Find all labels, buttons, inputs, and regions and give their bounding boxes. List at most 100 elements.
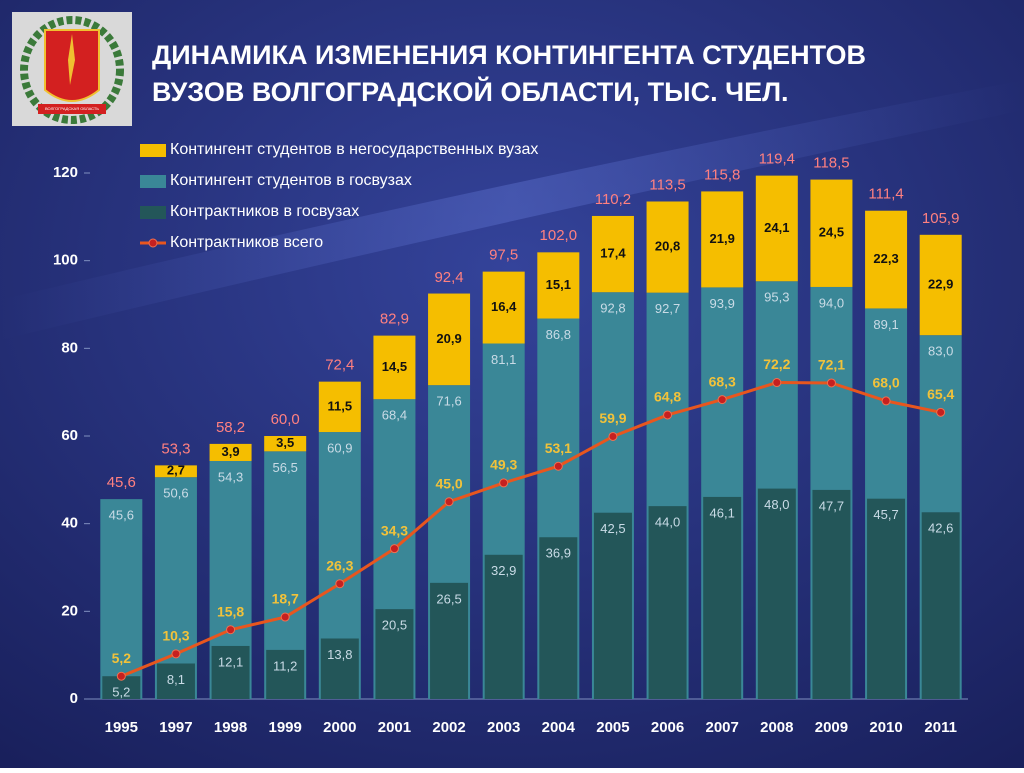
line-marker <box>608 431 618 441</box>
line-marker <box>171 649 181 659</box>
total-label: 102,0 <box>540 227 578 244</box>
bar-contract <box>648 506 687 699</box>
bar-contract <box>375 609 414 699</box>
legend-swatch <box>140 175 166 188</box>
legend-label: Контингент студентов в госвузах <box>170 172 412 189</box>
data-label: 20,9 <box>436 331 461 346</box>
data-label: 15,1 <box>546 277 571 292</box>
data-label: 44,0 <box>655 515 680 530</box>
data-label: 45,0 <box>435 475 462 491</box>
bar-nonstate <box>318 381 361 433</box>
line-marker <box>826 378 836 388</box>
x-tick-label: 2008 <box>760 719 793 736</box>
data-label: 42,6 <box>928 521 953 536</box>
legend-swatch <box>148 238 158 248</box>
data-label: 65,4 <box>927 386 954 402</box>
data-label: 21,9 <box>710 231 735 246</box>
bar-contract <box>102 676 141 699</box>
bar-nonstate <box>919 234 962 336</box>
line-marker <box>335 579 345 589</box>
data-label: 3,9 <box>222 444 240 459</box>
data-label: 11,5 <box>328 398 353 413</box>
data-label: 47,7 <box>819 498 844 513</box>
bar-nonstate <box>154 465 197 478</box>
line-marker <box>116 671 126 681</box>
bar-contract <box>703 496 742 699</box>
data-label: 56,5 <box>273 460 298 475</box>
y-tick-label: 20 <box>61 602 78 619</box>
data-label: 64,8 <box>654 389 681 405</box>
line-marker <box>881 396 891 406</box>
data-label: 13,8 <box>327 647 352 662</box>
total-label: 72,4 <box>325 357 354 374</box>
emblem: ВОЛГОГРАДСКАЯ ОБЛАСТЬ <box>12 12 132 126</box>
line-contract-total <box>120 381 941 678</box>
data-label: 42,5 <box>600 521 625 536</box>
data-label: 12,1 <box>218 654 243 669</box>
data-label: 45,7 <box>873 507 898 522</box>
bar-contract <box>320 638 359 699</box>
bar-nonstate <box>373 335 416 400</box>
data-label: 93,9 <box>710 296 735 311</box>
data-label: 68,0 <box>872 375 899 391</box>
line-marker <box>553 461 563 471</box>
data-label: 2,7 <box>167 463 185 478</box>
data-label: 16,4 <box>491 299 517 314</box>
bar-contract <box>757 488 796 699</box>
total-label: 82,9 <box>380 311 409 328</box>
x-tick-label: 2003 <box>487 719 520 736</box>
line-marker <box>389 544 399 554</box>
data-label: 11,2 <box>273 658 297 673</box>
total-label: 113,5 <box>649 176 685 193</box>
bar-contract <box>921 512 960 699</box>
legend-swatch <box>140 206 166 219</box>
data-label: 72,2 <box>763 356 790 372</box>
data-label: 46,1 <box>710 505 735 520</box>
x-tick-label: 1995 <box>105 719 138 736</box>
data-label: 95,3 <box>764 290 789 305</box>
bar-nonstate <box>264 436 307 452</box>
y-tick-label: 40 <box>61 515 78 532</box>
line-marker <box>444 497 454 507</box>
data-label: 68,3 <box>709 373 736 389</box>
data-label: 17,4 <box>600 246 626 261</box>
y-tick-label: 120 <box>53 164 78 181</box>
data-label: 94,0 <box>819 295 844 310</box>
bar-contract <box>266 649 305 699</box>
total-label: 97,5 <box>489 247 518 264</box>
data-label: 26,5 <box>436 591 461 606</box>
line-marker <box>280 612 290 622</box>
data-label: 71,6 <box>436 394 461 409</box>
bar-contract <box>867 498 906 699</box>
x-tick-label: 2007 <box>706 719 739 736</box>
data-label: 81,1 <box>491 352 516 367</box>
total-label: 115,8 <box>704 166 740 183</box>
data-label: 60,9 <box>327 440 352 455</box>
data-label: 20,5 <box>382 618 407 633</box>
bar-nonstate <box>646 201 689 293</box>
bar-contract <box>484 554 523 699</box>
total-label: 53,3 <box>161 440 190 457</box>
data-label: 3,5 <box>276 435 294 450</box>
bar-nonstate <box>482 271 525 344</box>
bar-contract <box>156 663 195 699</box>
total-label: 110,2 <box>595 191 631 208</box>
bar-nonstate <box>755 175 798 282</box>
y-tick-label: 60 <box>61 427 78 444</box>
data-label: 83,0 <box>928 344 953 359</box>
data-label: 92,8 <box>600 301 625 316</box>
data-label: 20,8 <box>655 239 680 254</box>
y-tick-label: 80 <box>61 339 78 356</box>
data-label: 22,3 <box>873 251 898 266</box>
data-label: 24,5 <box>819 225 844 240</box>
data-label: 49,3 <box>490 457 517 473</box>
legend-label: Контингент студентов в негосударственных… <box>170 141 538 158</box>
total-label: 58,2 <box>216 419 245 436</box>
bar-nonstate <box>537 252 580 319</box>
chart-title: ДИНАМИКА ИЗМЕНЕНИЯ КОНТИНГЕНТА СТУДЕНТОВ <box>152 40 866 70</box>
data-label: 86,8 <box>546 327 571 342</box>
data-label: 36,9 <box>546 546 571 561</box>
x-tick-label: 1997 <box>159 719 192 736</box>
x-tick-label: 2000 <box>323 719 356 736</box>
x-tick-label: 2009 <box>815 719 848 736</box>
